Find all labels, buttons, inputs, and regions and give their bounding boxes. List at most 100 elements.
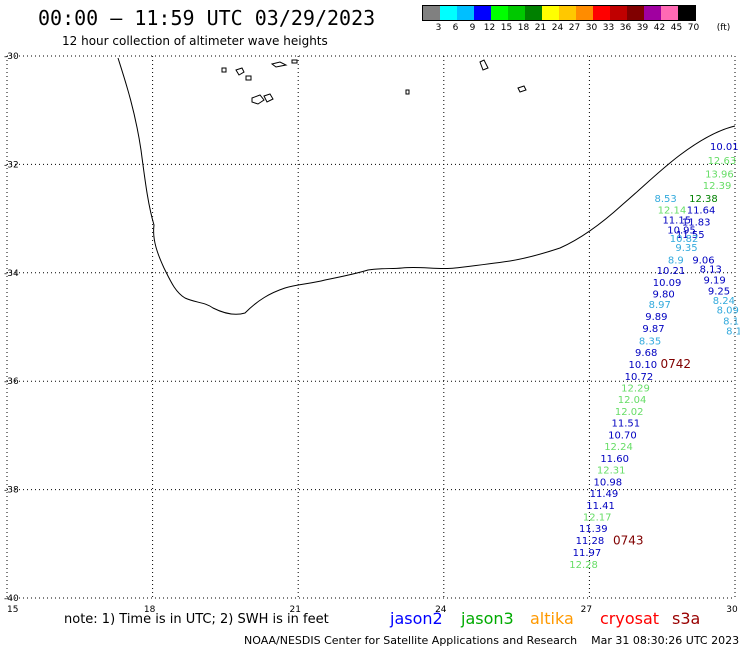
pass-time-label: 0743 (613, 534, 644, 548)
legend-label-15: 15 (500, 23, 513, 33)
wave-value: 12.39 (703, 181, 732, 192)
wave-value: 8.09 (717, 306, 739, 317)
legend-swatch-6 (440, 6, 457, 20)
legend-label-12: 12 (483, 23, 496, 33)
legend-swatch-9 (457, 6, 474, 20)
map-grid (6, 55, 736, 599)
legend-swatch-33 (593, 6, 610, 20)
wave-value: 10.01 (710, 142, 739, 153)
wave-value: 8.35 (639, 337, 661, 348)
wave-value: 8.13 (700, 264, 722, 275)
island-7 (291, 59, 298, 64)
legend-label-18: 18 (517, 23, 530, 33)
lat-tick--32: -32 (4, 160, 19, 170)
legend-swatch-21 (525, 6, 542, 20)
legend-swatch-30 (576, 6, 593, 20)
generated-timestamp: Mar 31 08:30:26 UTC 2023 (591, 634, 740, 647)
lon-tick-18: 18 (144, 605, 156, 615)
wave-value: 8.1 (726, 326, 740, 337)
wave-value: 10.95 (667, 225, 696, 236)
wave-value: 10.09 (653, 278, 682, 289)
legend-swatch-39 (627, 6, 644, 20)
lat-tick--30: -30 (4, 52, 19, 62)
wave-value: 9.06 (692, 255, 714, 266)
lon-tick-15: 15 (7, 605, 18, 615)
legend-swatch-12 (474, 6, 491, 20)
wave-value: 11.41 (586, 501, 615, 512)
legend-label-6: 6 (452, 23, 459, 33)
footer-note: note: 1) Time is in UTC; 2) SWH is in fe… (64, 612, 329, 627)
island-8 (479, 59, 489, 71)
lat-tick--38: -38 (4, 486, 19, 496)
island-3 (245, 75, 252, 81)
wave-value: 12.24 (604, 442, 633, 453)
lon-tick-30: 30 (726, 605, 738, 615)
wave-value: 9.25 (708, 287, 730, 298)
legend-swatch-45 (661, 6, 678, 20)
legend-swatch-70 (678, 6, 695, 20)
wave-value: 13.96 (705, 170, 734, 181)
legend-swatch-3 (423, 6, 440, 20)
wave-value: 11.15 (662, 216, 691, 227)
island-4 (251, 94, 265, 105)
wave-value: 11.83 (682, 217, 711, 228)
wave-value: 8.24 (713, 296, 735, 307)
lon-tick-27: 27 (581, 605, 592, 615)
island-9 (405, 89, 410, 95)
island-2 (235, 67, 245, 76)
axis-tick-labels: 15 18 21 24 27 30 -30 -32 -34 -36 -38 -40 (4, 52, 738, 615)
pass-time-label: 0742 (661, 357, 692, 371)
pass-time-labels: 0742 0743 (613, 357, 691, 548)
wave-value: 12.04 (618, 395, 647, 406)
wave-value: 10.10 (628, 360, 657, 371)
lon-tick-24: 24 (435, 605, 447, 615)
wave-value: 12.31 (597, 466, 626, 477)
legend-label-27: 27 (568, 23, 581, 33)
lat-tick--34: -34 (4, 269, 19, 279)
legend-label-39: 39 (636, 23, 649, 33)
legend-label-36: 36 (619, 23, 632, 33)
legend-swatches (422, 5, 696, 21)
credit-text: NOAA/NESDIS Center for Satellite Applica… (244, 634, 578, 647)
coastline (117, 57, 736, 315)
legend-label-42: 42 (653, 23, 666, 33)
wave-value: 11.51 (611, 418, 640, 429)
satellite-jason3: jason3 (461, 609, 514, 628)
wave-value: 11.28 (576, 536, 605, 547)
legend-labels: (ft) 3 6 9 12 15 18 21 24 27 30 33 36 39 42 45 70 (422, 21, 731, 35)
legend-swatch-15 (491, 6, 508, 20)
wave-value: 11.64 (687, 205, 716, 216)
satellite-s3a: s3a (672, 609, 701, 628)
island-10 (517, 85, 527, 93)
legend-label-3: 3 (435, 23, 442, 33)
wave-value: 9.68 (635, 348, 657, 359)
wave-value: 11.55 (676, 230, 705, 241)
wave-value: 10.72 (625, 372, 654, 383)
footer-credit: NOAA/NESDIS Center for Satellite Applica… (244, 634, 739, 647)
wave-value: 10.98 (594, 477, 623, 488)
legend-label-21: 21 (534, 23, 547, 33)
satellite-jason2: jason2 (390, 609, 443, 628)
wave-value: 9.89 (645, 312, 667, 323)
wave-value: 9.19 (703, 275, 725, 286)
wave-value: 12.29 (621, 384, 650, 395)
legend-label-70: 70 (687, 23, 700, 33)
wave-value: 12.02 (615, 407, 644, 418)
lat-tick--40: -40 (4, 594, 19, 604)
lon-tick-21: 21 (289, 605, 300, 615)
satellite-altika: altika (530, 609, 574, 628)
wave-value: 10.21 (657, 266, 686, 277)
legend-label-30: 30 (585, 23, 598, 33)
lat-tick--36: -36 (4, 377, 19, 387)
legend-swatch-24 (542, 6, 559, 20)
wave-value: 11.49 (590, 489, 619, 500)
page-title: 00:00 – 11:59 UTC 03/29/2023 (38, 6, 376, 30)
wave-value: 8.97 (649, 300, 671, 311)
island-6 (270, 61, 288, 68)
wave-value: 12.14 (658, 205, 687, 216)
wave-value: 12.63 (708, 156, 737, 167)
legend-label-45: 45 (670, 23, 683, 33)
wave-value: 12.38 (689, 194, 718, 205)
color-legend: (ft) 3 6 9 12 15 18 21 24 27 30 33 36 39 42 45 70 (422, 5, 731, 35)
wave-value: 10.70 (608, 430, 637, 441)
